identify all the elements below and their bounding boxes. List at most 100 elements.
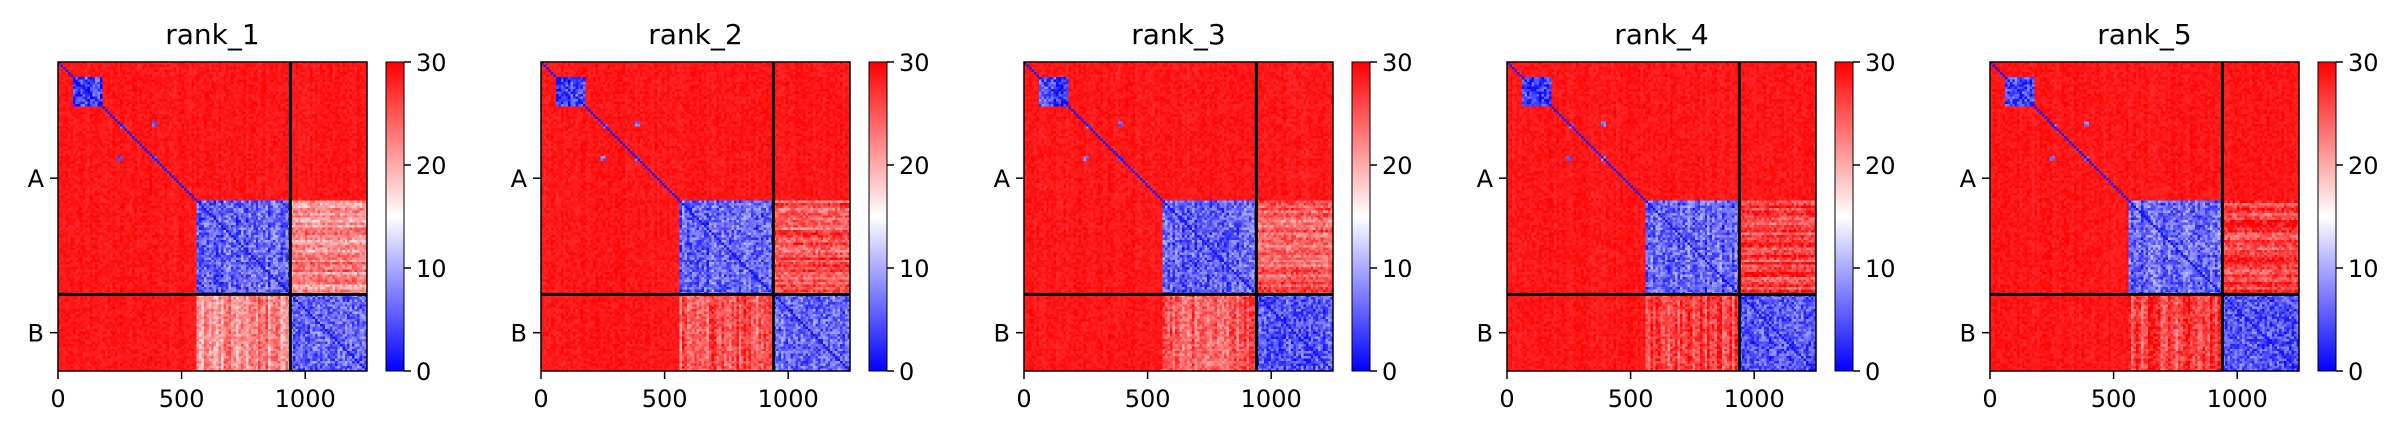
heatmap-cell — [313, 69, 316, 72]
heatmap-cell — [300, 72, 303, 75]
heatmap-cell — [263, 77, 266, 80]
heatmap-cell — [189, 67, 192, 70]
heatmap-cell — [140, 74, 143, 77]
heatmap-cell — [266, 74, 269, 77]
heatmap-cell — [187, 72, 190, 75]
heatmap-cell — [115, 79, 118, 82]
heatmap-cell — [238, 74, 241, 77]
heatmap-cell — [256, 74, 259, 77]
heatmap-cell — [360, 69, 363, 72]
heatmap-cell — [226, 69, 229, 72]
heatmap-cell — [308, 82, 311, 85]
heatmap-cell — [152, 72, 155, 75]
heatmap-cell — [152, 69, 155, 72]
heatmap-cell — [70, 84, 73, 87]
heatmap-cell — [85, 72, 88, 75]
heatmap-cell — [320, 77, 323, 80]
heatmap-cell — [293, 69, 296, 72]
heatmap-cell — [340, 72, 343, 75]
heatmap-cell — [107, 77, 110, 80]
heatmap-cell — [226, 77, 229, 80]
heatmap-cell — [117, 82, 120, 85]
heatmap-cell — [135, 82, 138, 85]
heatmap-cell — [110, 84, 113, 87]
heatmap-cell — [211, 82, 214, 85]
heatmap-cell — [231, 77, 234, 80]
heatmap-cell — [88, 77, 91, 80]
heatmap-cell — [243, 67, 246, 70]
heatmap-cell — [305, 77, 308, 80]
heatmap-cell — [177, 69, 180, 72]
heatmap-cell — [303, 72, 306, 75]
heatmap-cell — [95, 79, 98, 82]
heatmap-cell — [271, 64, 274, 67]
heatmap-cell — [199, 64, 202, 67]
heatmap-cell — [256, 77, 259, 80]
heatmap-cell — [295, 72, 298, 75]
heatmap-cell — [362, 77, 365, 80]
heatmap-cell — [318, 69, 321, 72]
heatmap-cell — [234, 77, 237, 80]
heatmap-cell — [127, 72, 130, 75]
heatmap-cell — [327, 69, 330, 72]
heatmap-cell — [362, 79, 365, 82]
heatmap-cell — [347, 74, 350, 77]
heatmap-cell — [318, 64, 321, 67]
heatmap-cell — [60, 64, 63, 67]
heatmap-cell — [293, 64, 296, 67]
heatmap-cell — [162, 77, 165, 80]
heatmap-cell — [110, 74, 113, 77]
heatmap-cell — [60, 69, 63, 72]
heatmap-cell — [93, 77, 96, 80]
heatmap-cell — [162, 72, 165, 75]
heatmap-cell — [100, 74, 103, 77]
heatmap-cell — [149, 74, 152, 77]
heatmap-cell — [65, 79, 68, 82]
heatmap-cell — [78, 67, 81, 70]
heatmap-cell — [335, 72, 338, 75]
heatmap-cell — [63, 79, 66, 82]
heatmap-cell — [238, 77, 241, 80]
heatmap-cell — [340, 67, 343, 70]
heatmap-cell — [224, 77, 227, 80]
heatmap-cell — [310, 82, 313, 85]
heatmap-cell — [98, 84, 101, 87]
heatmap-cell — [137, 79, 140, 82]
heatmap-cell — [337, 64, 340, 67]
heatmap-cell — [335, 77, 338, 80]
heatmap-cell — [214, 74, 217, 77]
heatmap-cell — [246, 82, 249, 85]
heatmap-cell — [266, 64, 269, 67]
heatmap-cell — [100, 79, 103, 82]
heatmap-cell — [157, 69, 160, 72]
heatmap-cell — [95, 64, 98, 67]
heatmap-cell — [278, 72, 281, 75]
heatmap-cell — [280, 79, 283, 82]
heatmap-cell — [120, 69, 123, 72]
heatmap-cell — [335, 82, 338, 85]
heatmap-cell — [243, 79, 246, 82]
heatmap-cell — [70, 77, 73, 80]
heatmap-cell — [95, 69, 98, 72]
heatmap-cell — [189, 82, 192, 85]
heatmap-cell — [140, 67, 143, 70]
heatmap-cell — [187, 67, 190, 70]
heatmap-cell — [243, 69, 246, 72]
heatmap-cell — [196, 72, 199, 75]
heatmap-cell — [313, 82, 316, 85]
heatmap-cell — [352, 79, 355, 82]
heatmap-cell — [357, 82, 360, 85]
heatmap-cell — [135, 67, 138, 70]
heatmap-cell — [187, 64, 190, 67]
heatmap-cell — [300, 79, 303, 82]
heatmap-cell — [323, 77, 326, 80]
heatmap-cell — [80, 74, 83, 77]
heatmap-cell — [337, 67, 340, 70]
heatmap-cell — [360, 72, 363, 75]
heatmap-cell — [68, 72, 71, 75]
heatmap-cell — [229, 74, 232, 77]
heatmap-cell — [159, 77, 162, 80]
heatmap-cell — [280, 67, 283, 70]
heatmap-cell — [300, 77, 303, 80]
